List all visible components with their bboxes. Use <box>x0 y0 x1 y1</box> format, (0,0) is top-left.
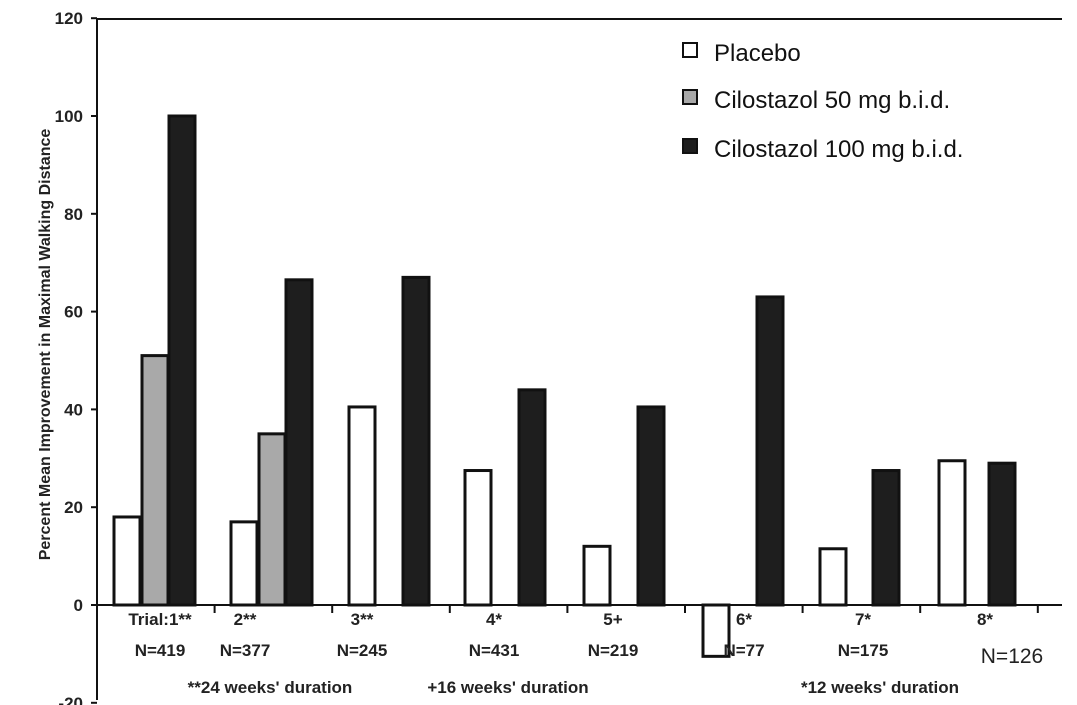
y-tick-label: 120 <box>55 9 83 28</box>
bar-0-2 <box>347 405 377 607</box>
y-tick-label: 100 <box>55 107 83 126</box>
bar-2-0 <box>167 114 197 607</box>
y-tick-label: 20 <box>64 498 83 517</box>
y-tick-label: 60 <box>64 303 83 322</box>
category-label: 6* <box>736 610 752 629</box>
bar-0-7 <box>937 459 967 607</box>
n-label: N=431 <box>469 641 520 660</box>
legend-label: Cilostazol 50 mg b.i.d. <box>714 87 950 114</box>
bar-0-1 <box>229 520 259 607</box>
legend-label: Placebo <box>714 40 801 67</box>
legend-swatch-1 <box>682 89 698 105</box>
bar-2-5 <box>755 295 785 607</box>
n-label: N=219 <box>588 641 639 660</box>
bar-1-0 <box>140 354 170 607</box>
legend-label: Cilostazol 100 mg b.i.d. <box>714 136 963 163</box>
bar-0-3 <box>463 469 493 607</box>
y-tick-label: 80 <box>64 205 83 224</box>
n-label: N=175 <box>838 641 889 660</box>
bar-1-1 <box>257 432 287 607</box>
bar-0-0 <box>112 515 142 607</box>
n-label: N=419 <box>135 641 186 660</box>
bar-2-7 <box>987 461 1017 607</box>
duration-label: *12 weeks' duration <box>801 678 959 697</box>
category-label: 3** <box>351 610 374 629</box>
bar-2-6 <box>871 469 901 607</box>
duration-label: +16 weeks' duration <box>427 678 588 697</box>
legend-swatch-2 <box>682 138 698 154</box>
category-label: 7* <box>855 610 871 629</box>
bar-2-4 <box>636 405 666 607</box>
duration-label: **24 weeks' duration <box>188 678 353 697</box>
n-label: N=377 <box>220 641 271 660</box>
y-axis-title: Percent Mean Improvement in Maximal Walk… <box>37 129 54 561</box>
bar-0-6 <box>818 547 848 607</box>
category-label: 2** <box>234 610 257 629</box>
category-label: 4* <box>486 610 502 629</box>
y-tick-label: 40 <box>64 400 83 419</box>
category-label: 5+ <box>603 610 622 629</box>
bar-2-2 <box>401 275 431 607</box>
bar-0-5 <box>701 603 731 658</box>
category-label: Trial:1** <box>128 610 192 629</box>
y-tick-label: 0 <box>74 596 83 615</box>
category-label: 8* <box>977 610 993 629</box>
legend-swatch-0 <box>682 42 698 58</box>
bar-0-4 <box>582 544 612 607</box>
labels: Trial:1** 2** 3** 4* 5+ 6* 7* 8* N=419 N=377 N=245… <box>128 610 1043 697</box>
n-label: N=126 <box>981 645 1043 668</box>
n-label: N=245 <box>337 641 388 660</box>
y-tick-label: -20 <box>58 694 83 705</box>
legend: Placebo Cilostazol 50 mg b.i.d. Cilostazol… <box>682 40 963 163</box>
bars <box>112 114 1017 658</box>
bar-2-1 <box>284 278 314 607</box>
n-label: N=77 <box>723 641 764 660</box>
bar-2-3 <box>517 388 547 607</box>
